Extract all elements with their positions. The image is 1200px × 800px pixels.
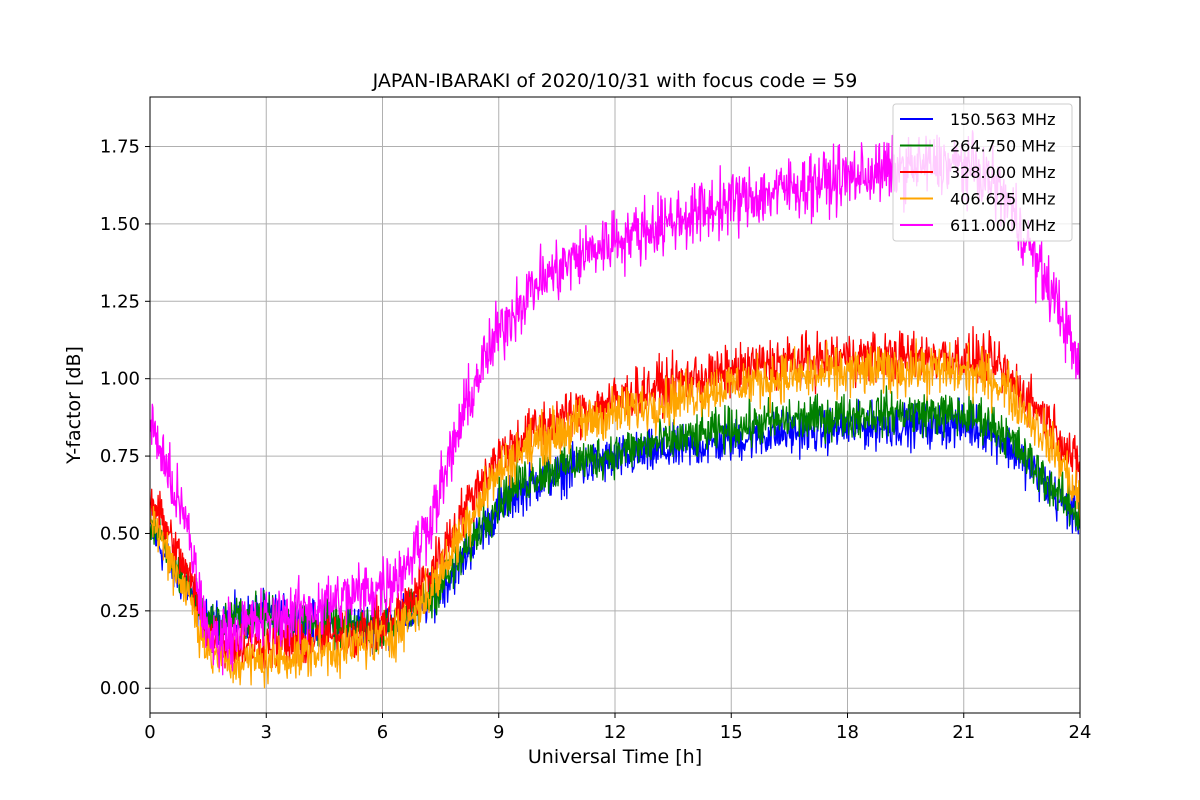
chart-title: JAPAN-IBARAKI of 2020/10/31 with focus c… [372,70,858,92]
legend-label: 611.000 MHz [950,216,1055,235]
y-tick-label: 0.50 [100,523,140,544]
x-tick-label: 0 [144,722,155,743]
legend-box [892,103,1073,242]
y-axis-label: Y-factor [dB] [63,346,85,465]
legend-label: 150.563 MHz [950,110,1055,129]
legend-label: 264.750 MHz [950,137,1055,156]
x-tick-label: 3 [261,722,272,743]
legend-label: 328.000 MHz [950,163,1055,182]
y-tick-label: 1.25 [100,291,140,312]
series-line-2 [150,385,1080,653]
y-tick-label: 0.75 [100,446,140,467]
x-axis-label: Universal Time [h] [528,746,702,768]
y-tick-label: 1.50 [100,214,140,235]
y-tick-label: 1.00 [100,369,140,390]
series-line-4 [150,338,1080,689]
x-tick-label: 6 [377,722,388,743]
x-tick-label: 15 [720,722,743,743]
x-tick-label: 18 [836,722,859,743]
x-tick-label: 21 [952,722,975,743]
legend: 150.563 MHz 264.750 MHz 328.000 MHz 406.625… [892,103,1073,242]
y-tick-label: 0.00 [100,678,140,699]
x-tick-label: 12 [604,722,627,743]
x-tick-label: 24 [1069,722,1092,743]
x-tick-label: 9 [493,722,504,743]
y-tick-label: 0.25 [100,601,140,622]
y-tick-label: 1.75 [100,137,140,158]
legend-label: 406.625 MHz [950,190,1055,209]
axis-ticks: 0 3 6 9 12 15 18 21 24 0.00 0.25 0.50 0.75 1.00 1.25 1.… [100,137,1092,743]
